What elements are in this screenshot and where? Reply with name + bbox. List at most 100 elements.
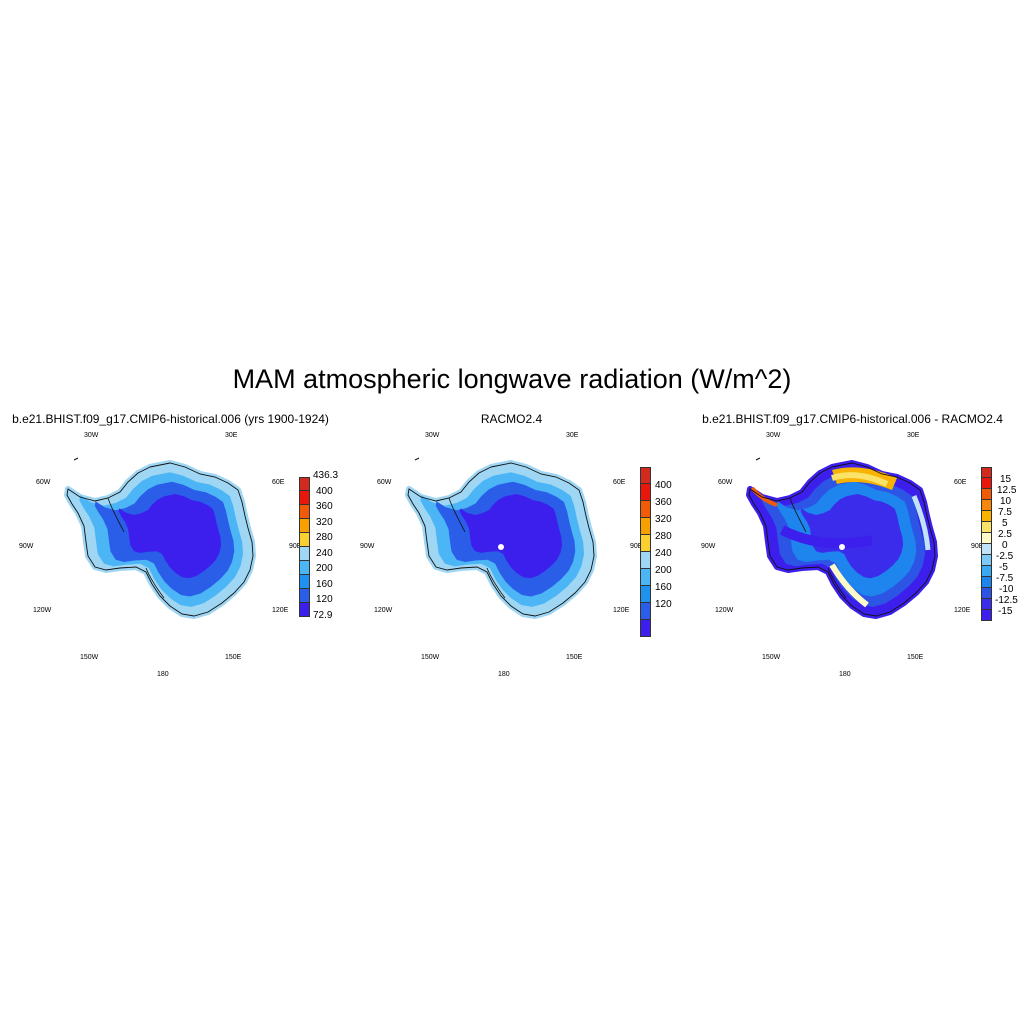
- no-data-spot: [498, 544, 504, 550]
- lon-label: 90E: [289, 543, 302, 550]
- colorbar-label: 240: [655, 548, 672, 559]
- island-mark: [755, 457, 761, 461]
- lon-label: 60W: [718, 479, 733, 486]
- ice-shelf-line: [145, 567, 165, 599]
- colorbar-box: [981, 588, 992, 599]
- no-data-spot: [839, 544, 845, 550]
- lon-label: 30W: [84, 432, 99, 439]
- lon-label: 30W: [425, 432, 440, 439]
- colorbar-label: -5: [999, 562, 1008, 573]
- lon-label: 60E: [954, 479, 967, 486]
- colorbar-label: 7.5: [998, 507, 1012, 518]
- lon-label: 90W: [701, 543, 716, 550]
- ice-shelf-line: [107, 497, 125, 533]
- colorbar-box: [640, 620, 651, 637]
- colorbar-box: [640, 518, 651, 535]
- colorbar-box: [640, 484, 651, 501]
- panel-model: b.e21.BHIST.f09_g17.CMIP6-historical.006…: [0, 400, 341, 690]
- lon-label: 30W: [766, 432, 781, 439]
- colorbar-box: [299, 589, 310, 603]
- colorbar: [299, 477, 310, 617]
- colorbar-label: 0: [1002, 540, 1008, 551]
- colorbar-label: -7.5: [996, 573, 1014, 584]
- colorbar-box: [981, 577, 992, 588]
- lon-label: 60E: [613, 479, 626, 486]
- positive-anomaly: [750, 486, 778, 507]
- colorbar-box: [299, 505, 310, 519]
- positive-anomaly: [831, 472, 889, 487]
- antarctica-map: [405, 457, 597, 619]
- colorbar-label: 2.5: [998, 529, 1012, 540]
- colorbar-label: 160: [316, 579, 333, 590]
- colorbar-label: 320: [655, 514, 672, 525]
- antarctica-map: [64, 457, 256, 619]
- colorbar-label: -10: [999, 584, 1014, 595]
- colorbar-box: [981, 610, 992, 621]
- colorbar-box: [299, 519, 310, 533]
- colorbar-label: 160: [655, 582, 672, 593]
- colorbar-box: [299, 491, 310, 505]
- colorbar-box: [981, 500, 992, 511]
- colorbar-box: [981, 566, 992, 577]
- ice-sheet-core: [800, 494, 904, 579]
- lon-label: 60E: [272, 479, 285, 486]
- colorbar-label: 436.3: [313, 470, 339, 481]
- colorbar-label: 200: [655, 565, 672, 576]
- colorbar-label: -12.5: [995, 595, 1018, 606]
- colorbar-label: 280: [316, 532, 333, 543]
- ice-shelf-line: [789, 497, 807, 533]
- lon-label: 60W: [377, 479, 392, 486]
- lon-label: 150E: [566, 654, 583, 661]
- ice-shelf-line: [827, 567, 847, 599]
- colorbar-label: 280: [655, 531, 672, 542]
- island-mark: [414, 457, 420, 461]
- panel-title: b.e21.BHIST.f09_g17.CMIP6-historical.006…: [12, 412, 329, 426]
- near-zero-band: [911, 495, 931, 551]
- colorbar: [981, 467, 992, 621]
- negative-anomaly: [779, 525, 873, 549]
- colorbar-label: 400: [316, 486, 333, 497]
- colorbar-box: [981, 533, 992, 544]
- panel-title: RACMO2.4: [480, 412, 543, 426]
- lon-label: 120W: [374, 607, 393, 614]
- colorbar-box: [981, 522, 992, 533]
- colorbar-box: [640, 552, 651, 569]
- colorbar-box: [981, 467, 992, 478]
- colorbar-box: [640, 569, 651, 586]
- panel-racmo: RACMO2.4 30W 30E 60W 60E 90W 90E 120W 12…: [341, 400, 682, 690]
- colorbar: [640, 467, 651, 637]
- ice-sheet-core: [459, 494, 563, 579]
- antarctica-map: [746, 457, 938, 619]
- lon-label: 60W: [36, 479, 51, 486]
- lon-label: 150W: [80, 654, 99, 661]
- lon-label: 30E: [225, 432, 238, 439]
- colorbar-box: [640, 467, 651, 484]
- colorbar-box: [981, 489, 992, 500]
- lon-label: 90W: [19, 543, 34, 550]
- lon-label: 150E: [225, 654, 242, 661]
- coastline: [407, 462, 595, 617]
- lon-label: 120E: [613, 607, 630, 614]
- lon-label: 90E: [971, 543, 984, 550]
- lon-label: 30E: [566, 432, 579, 439]
- colorbar-box: [299, 561, 310, 575]
- colorbar-box: [299, 477, 310, 491]
- lon-label: 90E: [630, 543, 643, 550]
- colorbar-box: [299, 547, 310, 561]
- map-field: [64, 457, 256, 619]
- map-field: [746, 457, 938, 619]
- colorbar-box: [640, 603, 651, 620]
- colorbar-box: [299, 533, 310, 547]
- colorbar-label: 120: [655, 599, 672, 610]
- lon-label: 120E: [954, 607, 971, 614]
- colorbar-label: 400: [655, 480, 672, 491]
- colorbar-label: -15: [998, 606, 1013, 617]
- colorbar-box: [981, 555, 992, 566]
- lon-label: 180: [839, 671, 851, 678]
- colorbar-box: [640, 501, 651, 518]
- figure-title: MAM atmospheric longwave radiation (W/m^…: [232, 364, 792, 394]
- ice-shelf-line: [448, 497, 466, 533]
- island-mark: [73, 457, 79, 461]
- colorbar-label: 240: [316, 548, 333, 559]
- ice-sheet-core: [118, 494, 222, 579]
